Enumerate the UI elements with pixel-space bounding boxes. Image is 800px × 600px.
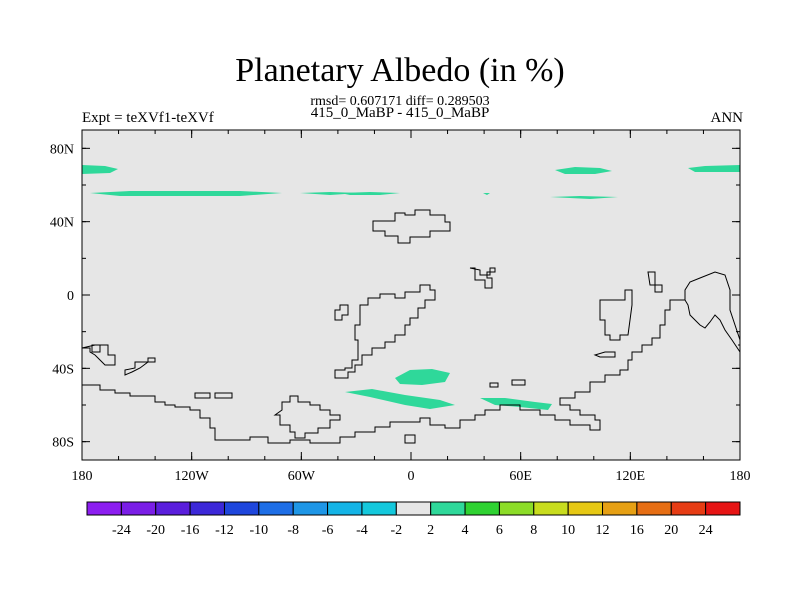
colorbar-label: 10 xyxy=(561,523,575,538)
colorbar-swatch xyxy=(430,501,466,516)
season-label: ANN xyxy=(710,110,744,126)
colorbar-swatch xyxy=(361,501,397,516)
coastline-indo xyxy=(599,289,633,341)
axis-labels: 180 120W 60W 0 60E 120E 180 80N 40N 0 40S 80S xyxy=(50,142,751,484)
coastline-south xyxy=(82,299,685,444)
colorbar-label: 20 xyxy=(664,523,678,538)
lon-tick-label: 60W xyxy=(288,469,316,484)
colorbar-label: -24 xyxy=(112,523,131,538)
coastline-sa xyxy=(91,344,101,353)
anomaly-patch xyxy=(340,192,400,195)
colorbar xyxy=(86,501,741,516)
coastline-arabia xyxy=(469,267,496,289)
coastline-island xyxy=(511,379,526,386)
colorbar-swatch xyxy=(223,501,260,516)
colorbar-swatch xyxy=(189,501,225,516)
lon-tick-label: 0 xyxy=(408,469,415,484)
anomaly-patch xyxy=(555,167,612,174)
anomaly-patch xyxy=(90,191,282,196)
colorbar-label: -20 xyxy=(146,523,165,538)
axis-ticks xyxy=(81,130,741,460)
colorbar-label: 4 xyxy=(462,523,469,538)
colorbar-label: 6 xyxy=(496,523,503,538)
colorbar-label: -8 xyxy=(287,523,299,538)
colorbar-label: -6 xyxy=(322,523,334,538)
anomaly-patch xyxy=(688,165,740,172)
lon-tick-label: 180 xyxy=(730,469,751,484)
colorbar-label: 24 xyxy=(699,523,713,538)
coastline-indo xyxy=(593,351,616,358)
colorbar-swatch xyxy=(155,501,191,516)
lat-tick-label: 40N xyxy=(50,216,74,231)
colorbar-swatch xyxy=(670,501,707,516)
anomaly-patch xyxy=(395,369,450,385)
colorbar-swatch xyxy=(327,501,363,516)
case-subtitle: 415_0_MaBP - 415_0_MaBP xyxy=(310,105,490,121)
coastline-indo xyxy=(647,271,663,293)
colorbar-swatch xyxy=(258,501,294,516)
colorbar-label: 12 xyxy=(596,523,610,538)
coastline-island xyxy=(194,392,211,399)
lat-tick-label: 80S xyxy=(52,436,74,451)
colorbar-label: -2 xyxy=(390,523,402,538)
colorbar-swatch xyxy=(464,501,500,516)
colorbar-label: -12 xyxy=(215,523,234,538)
lat-tick-label: 80N xyxy=(50,142,74,157)
plot-title: Planetary Albedo (in %) xyxy=(235,52,565,89)
anomaly-patch xyxy=(483,193,490,195)
colorbar-swatch xyxy=(567,501,604,516)
lon-tick-label: 120W xyxy=(175,469,210,484)
colorbar-label: -10 xyxy=(250,523,269,538)
coastline-africa xyxy=(334,284,436,379)
coastline-island xyxy=(489,382,499,388)
colorbar-label: 8 xyxy=(530,523,537,538)
colorbar-swatch xyxy=(292,501,329,516)
anomaly-patch xyxy=(300,192,360,195)
colorbar-labels: -24 -20 -16 -12 -10 -8 -6 -4 -2 2 4 6 8 10 12 16 20 24 xyxy=(112,523,713,538)
lon-tick-label: 120E xyxy=(616,469,646,484)
anomaly-patch xyxy=(550,196,618,199)
colorbar-label: -4 xyxy=(356,523,368,538)
colorbar-label: 16 xyxy=(630,523,644,538)
colorbar-label: -16 xyxy=(181,523,200,538)
colorbar-swatch xyxy=(602,501,638,516)
experiment-label: Expt = teXVf1-teXVf xyxy=(82,110,214,126)
coastline-island xyxy=(404,434,416,444)
anomaly-patch xyxy=(480,398,552,410)
anomaly-patch xyxy=(82,165,118,174)
stats-line: rmsd= 0.607171 diff= 0.289503 xyxy=(310,94,490,109)
lon-tick-label: 180 xyxy=(72,469,93,484)
colorbar-swatch xyxy=(86,501,122,516)
map-panel xyxy=(82,130,740,460)
colorbar-swatch xyxy=(395,501,432,516)
lat-tick-label: 0 xyxy=(67,289,74,304)
colorbar-swatch xyxy=(705,501,741,516)
colorbar-swatch xyxy=(120,501,157,516)
coastline-africa xyxy=(334,304,349,321)
anomaly-patch xyxy=(345,389,455,409)
coastline-australia xyxy=(684,271,741,354)
colorbar-swatch xyxy=(533,501,569,516)
coastline-sa xyxy=(81,344,116,366)
colorbar-label: 2 xyxy=(427,523,434,538)
coastline-sa xyxy=(124,357,156,376)
colorbar-swatch xyxy=(636,501,672,516)
coastline-island xyxy=(214,392,233,399)
coastline-island xyxy=(273,395,341,439)
coastline-asia xyxy=(372,209,451,244)
colorbar-swatch xyxy=(498,501,535,516)
lon-tick-label: 60E xyxy=(509,469,532,484)
lat-tick-label: 40S xyxy=(52,362,74,377)
anomaly-patches xyxy=(82,165,740,410)
